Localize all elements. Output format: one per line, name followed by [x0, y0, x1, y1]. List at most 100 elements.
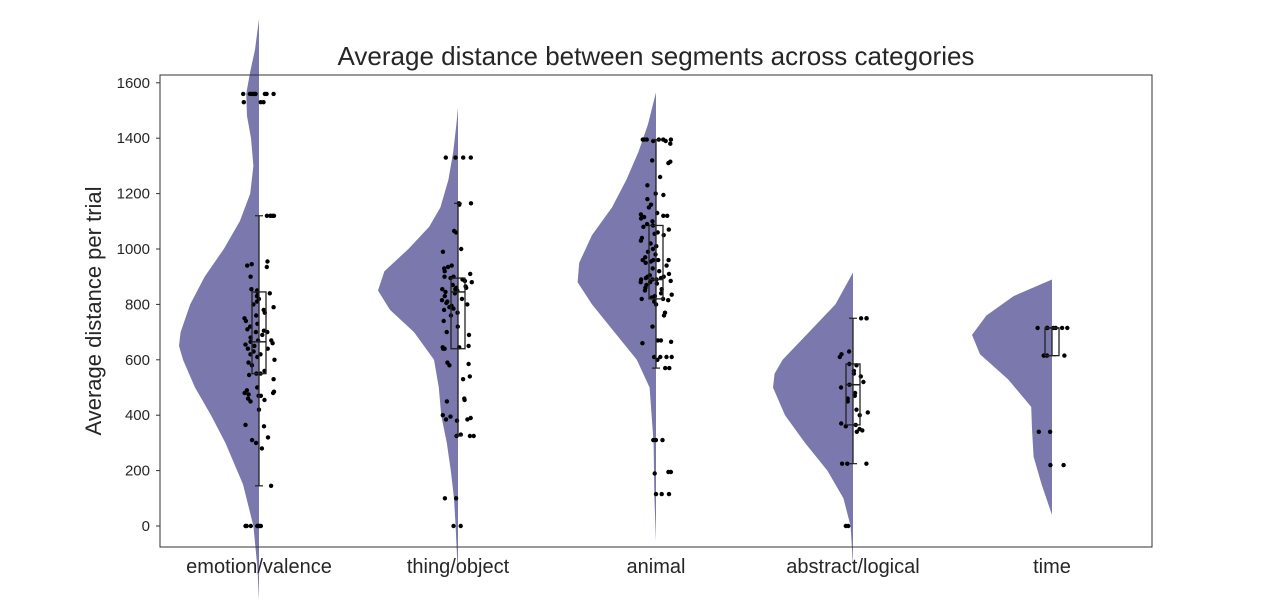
box-abstract-logical: [845, 363, 861, 426]
data-point: [460, 377, 466, 382]
y-tick-label: 600: [125, 352, 150, 369]
data-point: [640, 257, 645, 263]
data-point: [248, 523, 253, 529]
data-point: [858, 374, 863, 379]
data-point: [442, 496, 448, 501]
data-point: [668, 278, 673, 284]
data-point: [858, 316, 864, 321]
data-point: [650, 324, 655, 329]
data-point: [444, 399, 450, 404]
data-point: [448, 414, 453, 419]
data-point: [265, 435, 271, 440]
data-point: [468, 415, 473, 421]
data-point: [838, 385, 844, 390]
data-point: [854, 429, 859, 434]
data-point: [638, 212, 644, 217]
data-point: [254, 293, 260, 299]
data-point: [466, 343, 471, 349]
data-point: [650, 246, 656, 252]
data-point: [451, 523, 456, 529]
data-point: [245, 396, 251, 401]
data-point: [453, 155, 458, 160]
data-point: [245, 263, 250, 268]
data-point: [241, 100, 246, 105]
points-layer: [241, 91, 1070, 529]
data-point: [264, 264, 269, 270]
data-point: [668, 141, 673, 146]
data-point: [271, 389, 277, 394]
data-point: [661, 213, 666, 218]
data-point: [658, 338, 664, 343]
data-point: [451, 228, 457, 234]
data-point: [864, 461, 869, 466]
data-point: [440, 287, 445, 292]
data-point: [253, 440, 259, 446]
data-point: [449, 263, 454, 268]
x-tick-label: time: [1033, 556, 1071, 578]
data-point: [668, 137, 674, 142]
data-point: [442, 274, 447, 279]
plot-frame: [159, 74, 1153, 548]
data-point: [666, 257, 671, 263]
x-tick-label: emotion/valence: [186, 556, 332, 578]
data-point: [650, 266, 655, 271]
data-point: [666, 227, 671, 232]
x-tick-label: thing/object: [407, 556, 510, 578]
data-point: [839, 352, 844, 357]
data-point: [440, 413, 445, 418]
data-point: [245, 327, 250, 332]
data-point: [661, 274, 666, 279]
data-point: [271, 377, 276, 382]
data-point: [652, 299, 657, 304]
data-point: [268, 483, 274, 488]
data-point: [658, 291, 664, 296]
data-point: [445, 360, 450, 365]
violin-layer: [179, 19, 1052, 601]
violin-thing-object: [378, 107, 458, 578]
data-point: [640, 341, 645, 346]
data-point: [1047, 429, 1053, 434]
data-point: [264, 91, 269, 97]
data-point: [845, 461, 850, 466]
data-point: [1061, 462, 1066, 468]
box-animal: [648, 224, 664, 300]
data-point: [260, 332, 265, 338]
data-point: [439, 298, 445, 303]
data-point: [651, 354, 657, 360]
data-point: [466, 332, 472, 338]
violin-animal: [577, 92, 656, 542]
data-point: [443, 289, 448, 295]
data-point: [865, 410, 870, 415]
data-point: [254, 313, 259, 318]
data-point: [641, 214, 647, 220]
data-point: [445, 264, 451, 270]
data-point: [665, 213, 670, 218]
data-point: [666, 271, 672, 277]
data-point: [259, 446, 265, 451]
data-point: [255, 385, 260, 390]
data-point: [443, 417, 449, 422]
data-point: [664, 263, 669, 268]
data-point: [465, 302, 470, 307]
data-point: [653, 491, 659, 497]
data-point: [1062, 353, 1067, 358]
y-tick-label: 800: [125, 296, 150, 313]
data-point: [667, 365, 672, 371]
data-point: [669, 292, 674, 297]
data-point: [647, 273, 652, 278]
data-point: [664, 354, 669, 360]
data-point: [257, 523, 262, 529]
data-point: [246, 372, 252, 378]
data-point: [268, 213, 273, 218]
data-point: [450, 282, 455, 288]
y-axis-ticks: 0 200 400 600 800 1000 1200 1400 1600: [117, 75, 160, 535]
data-point: [468, 271, 473, 277]
data-point: [839, 461, 845, 466]
data-point: [265, 259, 270, 264]
data-point: [243, 523, 248, 529]
data-point: [846, 523, 851, 529]
data-point: [248, 324, 253, 329]
data-point: [444, 329, 449, 335]
data-point: [666, 469, 671, 475]
